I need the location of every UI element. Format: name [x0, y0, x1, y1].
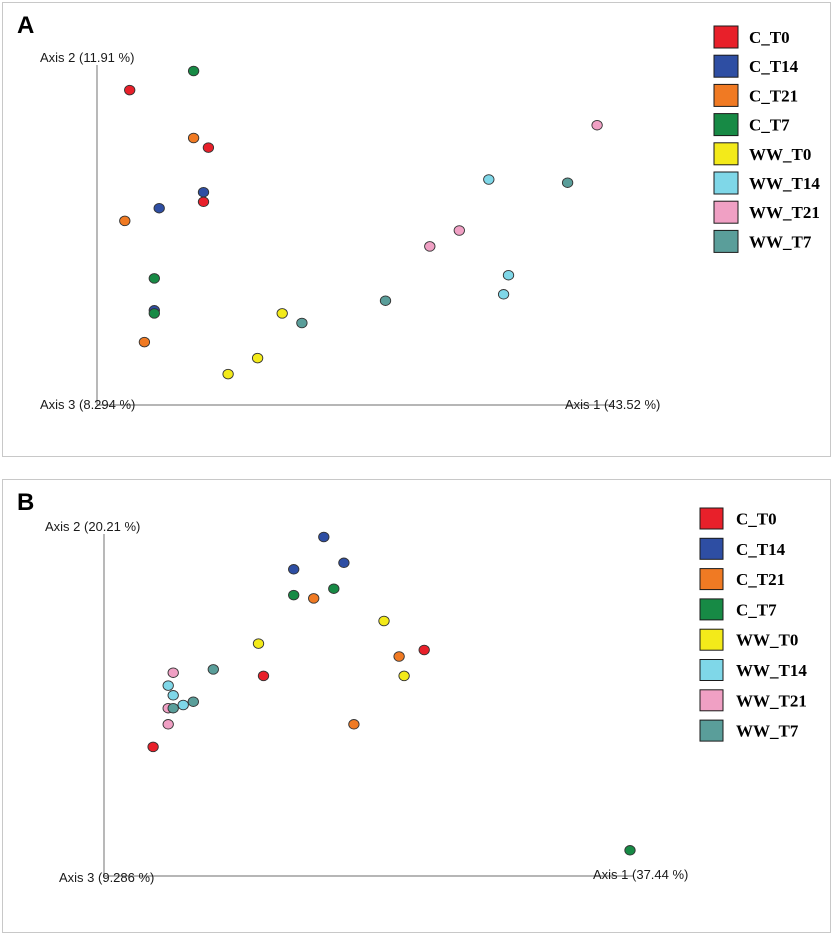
legend-label-c-t7: C_T7 [736, 600, 777, 619]
legend-swatch-ww-t7 [713, 229, 739, 253]
legend-label-ww-t7: WW_T7 [736, 722, 799, 741]
y-axis-label-b: Axis 2 (20.21 %) [45, 519, 140, 534]
x-axis-label-b: Axis 1 (37.44 %) [593, 867, 688, 882]
data-point-ww-t7 [187, 696, 199, 707]
data-point-c-t0 [124, 84, 136, 96]
legend-swatch-c-t7 [713, 113, 739, 137]
legend-swatch-c-t7 [699, 598, 724, 621]
legend-label-ww-t14: WW_T14 [736, 661, 807, 680]
data-point-ww-t7 [296, 317, 308, 329]
data-point-c-t0 [202, 142, 215, 153]
legend-label-c-t7: C_T7 [749, 116, 790, 135]
data-point-c-t21 [348, 719, 360, 730]
data-point-ww-t0 [222, 368, 234, 380]
data-point-ww-t0 [398, 670, 410, 682]
legend-label-ww-t21: WW_T21 [736, 691, 807, 710]
data-point-ww-t21 [591, 119, 603, 131]
legend-swatch-c-t14 [713, 54, 739, 78]
panel-a: A Axis 2 (11.91 %) Axis 3 (8.294 %) Axis… [2, 2, 831, 457]
data-point-c-t14 [153, 202, 165, 214]
legend-label-c-t14: C_T14 [749, 57, 799, 76]
legend-swatch-ww-t14 [699, 659, 724, 681]
data-point-ww-t21 [167, 667, 179, 678]
pcoa-plot-a: A Axis 2 (11.91 %) Axis 3 (8.294 %) Axis… [17, 12, 820, 412]
legend-label-c-t0: C_T0 [749, 28, 790, 47]
legend-label-c-t0: C_T0 [736, 510, 777, 529]
data-point-c-t0 [257, 670, 270, 682]
data-point-c-t7 [187, 65, 200, 77]
legend-swatch-c-t21 [699, 568, 724, 591]
panel-label-a: A [17, 12, 34, 39]
pcoa-plot-b: B Axis 2 (20.21 %) Axis 3 (9.286 %) Axis… [17, 489, 807, 885]
data-point-c-t7 [328, 583, 340, 594]
legend-swatch-ww-t14 [713, 171, 739, 195]
data-point-c-t0 [147, 741, 159, 753]
legend-label-ww-t7: WW_T7 [749, 232, 812, 251]
data-point-ww-t21 [162, 719, 174, 730]
data-point-ww-t21 [453, 225, 465, 236]
data-point-ww-t21 [424, 241, 436, 252]
y-axis-label-a: Axis 2 (11.91 %) [40, 50, 134, 65]
legend-a: C_T0 C_T14 C_T21 C_T7 WW_T0 WW_T14 WW_T21 WW_T7 [713, 25, 820, 253]
data-point-c-t21 [393, 651, 405, 662]
data-point-c-t21 [308, 593, 320, 604]
legend-swatch-c-t0 [699, 507, 724, 530]
legend-label-ww-t0: WW_T0 [736, 631, 798, 650]
legend-label-ww-t0: WW_T0 [749, 145, 811, 164]
data-point-ww-t0 [252, 638, 265, 649]
legend-label-c-t21: C_T21 [749, 86, 798, 105]
x-axis-label-a: Axis 1 (43.52 %) [565, 397, 660, 412]
data-point-ww-t7 [167, 702, 179, 714]
data-point-ww-t7 [561, 177, 574, 188]
data-point-ww-t14 [167, 690, 179, 701]
legend-swatch-c-t0 [713, 25, 739, 49]
data-point-c-t21 [187, 132, 200, 144]
legend-swatch-ww-t0 [699, 628, 724, 651]
data-point-c-t21 [119, 215, 131, 227]
scatter-points-a [119, 65, 603, 380]
z-axis-label-a: Axis 3 (8.294 %) [40, 397, 135, 412]
legend-label-c-t21: C_T21 [736, 570, 785, 589]
data-point-ww-t14 [162, 680, 174, 691]
data-point-c-t7 [148, 273, 160, 284]
legend-label-ww-t14: WW_T14 [749, 174, 820, 193]
data-point-c-t21 [138, 336, 151, 348]
legend-swatch-c-t14 [699, 537, 724, 560]
data-point-ww-t14 [497, 289, 510, 300]
legend-swatch-ww-t0 [713, 142, 739, 166]
data-point-ww-t7 [379, 295, 392, 306]
data-point-ww-t0 [276, 308, 288, 319]
legend-swatch-ww-t7 [699, 719, 724, 742]
legend-swatch-c-t21 [713, 83, 739, 107]
panel-label-b: B [17, 489, 34, 516]
data-point-c-t0 [197, 196, 210, 208]
data-point-ww-t0 [251, 352, 264, 364]
scatter-points-b [147, 531, 636, 856]
data-point-c-t0 [418, 644, 430, 656]
legend-b: C_T0 C_T14 C_T21 C_T7 WW_T0 WW_T14 WW_T21 WW_T7 [699, 507, 807, 742]
data-point-c-t7 [624, 845, 636, 856]
data-point-ww-t14 [177, 699, 189, 711]
legend-swatch-ww-t21 [713, 200, 739, 224]
data-point-ww-t7 [207, 664, 219, 675]
data-point-ww-t14 [483, 174, 495, 185]
data-point-c-t14 [338, 557, 350, 569]
legend-label-ww-t21: WW_T21 [749, 203, 820, 222]
panel-b: B Axis 2 (20.21 %) Axis 3 (9.286 %) Axis… [2, 479, 831, 933]
data-point-c-t7 [288, 589, 300, 601]
data-point-ww-t14 [502, 269, 515, 281]
legend-label-c-t14: C_T14 [736, 540, 786, 559]
data-point-c-t7 [148, 308, 160, 319]
z-axis-label-b: Axis 3 (9.286 %) [59, 870, 154, 885]
legend-swatch-ww-t21 [699, 689, 724, 712]
data-point-ww-t0 [378, 615, 390, 627]
data-point-c-t14 [288, 564, 300, 575]
data-point-c-t14 [318, 531, 330, 543]
data-point-c-t14 [197, 186, 210, 198]
